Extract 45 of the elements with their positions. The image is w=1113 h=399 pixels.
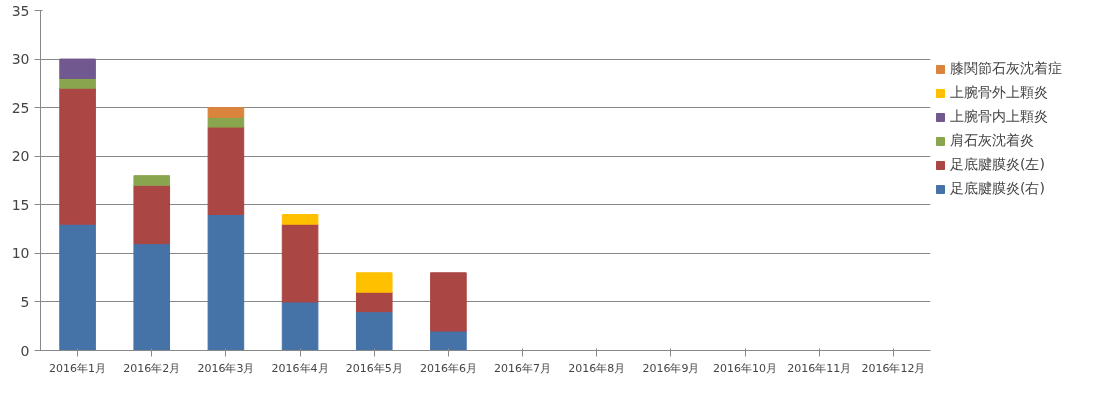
bar bbox=[355, 272, 393, 293]
bar bbox=[59, 87, 96, 225]
bar bbox=[430, 272, 467, 332]
bar bbox=[207, 214, 245, 351]
bar bbox=[133, 175, 171, 186]
x-tick-label: 2016年1月 bbox=[49, 361, 107, 375]
bar bbox=[430, 330, 467, 351]
y-tick-label: 10 bbox=[11, 245, 30, 262]
bar bbox=[133, 243, 171, 351]
legend-label: 肩石灰沈着炎 bbox=[950, 132, 1034, 150]
bar bbox=[207, 126, 245, 215]
bar bbox=[281, 214, 319, 225]
x-tick-label: 2016年6月 bbox=[419, 361, 477, 375]
bar bbox=[281, 223, 319, 303]
x-tick-label: 2016年10月 bbox=[713, 361, 778, 375]
y-tick-label: 0 bbox=[20, 342, 30, 359]
bar bbox=[59, 78, 96, 89]
x-tick-label: 2016年2月 bbox=[123, 361, 181, 375]
y-tick-label: 30 bbox=[11, 51, 30, 68]
y-tick-label: 15 bbox=[11, 196, 30, 213]
legend-label: 上腕骨内上顆炎 bbox=[950, 108, 1048, 126]
bar bbox=[355, 291, 393, 313]
x-tick-label: 2016年9月 bbox=[642, 361, 700, 375]
x-tick-label: 2016年7月 bbox=[494, 361, 552, 375]
y-tick-label: 5 bbox=[20, 293, 30, 310]
bar bbox=[59, 223, 96, 351]
x-tick-label: 2016年8月 bbox=[568, 361, 626, 375]
legend-label: 足底腱膜炎(右) bbox=[950, 180, 1045, 198]
legend-label: 上腕骨外上顆炎 bbox=[950, 84, 1048, 102]
bar bbox=[355, 311, 393, 351]
x-tick-label: 2016年11月 bbox=[787, 361, 852, 375]
legend-label: 膝関節石灰沈着症 bbox=[950, 60, 1062, 78]
bar bbox=[133, 184, 171, 245]
y-tick-label: 35 bbox=[11, 2, 30, 19]
bar bbox=[207, 116, 245, 128]
bar bbox=[281, 301, 319, 351]
x-tick-label: 2016年12月 bbox=[861, 361, 926, 375]
bar bbox=[59, 58, 96, 79]
x-tick-label: 2016年4月 bbox=[271, 361, 329, 375]
bar bbox=[207, 107, 245, 118]
legend-label: 足底腱膜炎(左) bbox=[950, 156, 1045, 174]
y-tick-label: 20 bbox=[11, 148, 30, 165]
x-tick-label: 2016年3月 bbox=[197, 361, 255, 375]
y-tick-label: 25 bbox=[11, 99, 30, 116]
x-tick-label: 2016年5月 bbox=[345, 361, 403, 375]
